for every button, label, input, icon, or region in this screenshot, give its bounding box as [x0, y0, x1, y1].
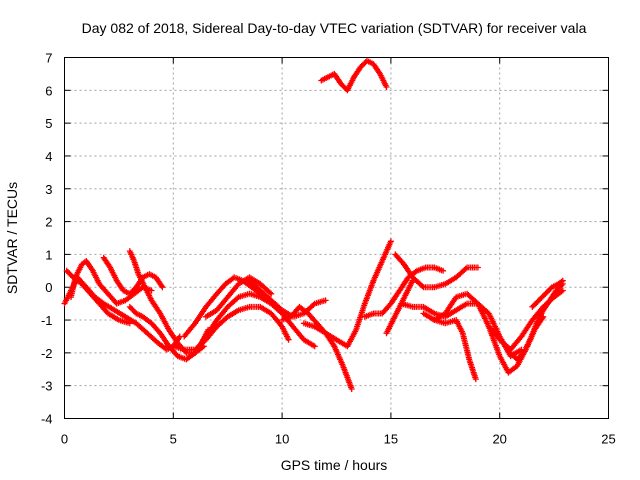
y-tick-label: 4	[45, 149, 52, 164]
data-series-arc-13	[318, 57, 390, 94]
data-series-arc-11	[246, 277, 329, 320]
data-series-arc-12	[279, 303, 355, 392]
y-tick-label: -4	[41, 412, 53, 427]
x-tick-label: 0	[61, 432, 68, 447]
x-tick-label: 20	[492, 432, 506, 447]
plot-frame	[64, 57, 609, 419]
marker-trail	[529, 277, 566, 310]
y-axis-title: SDTVAR / TECUs	[4, 182, 20, 294]
marker-trail	[392, 251, 481, 291]
x-tick-label: 15	[384, 432, 398, 447]
y-tick-label: 7	[45, 51, 52, 66]
x-tick-label: 10	[275, 432, 289, 447]
y-tick-label: 5	[45, 116, 52, 131]
data-series-arc-10	[202, 274, 275, 320]
x-tick-label: 25	[601, 432, 615, 447]
marker-trail	[246, 277, 329, 320]
data-series-arc-5	[126, 248, 207, 356]
data-series-arc-14	[300, 238, 394, 350]
data-series-arc-8	[181, 274, 272, 340]
x-axis-title: GPS time / hours	[281, 457, 388, 473]
marker-trail	[279, 303, 355, 392]
marker-trail	[202, 274, 275, 320]
data-series-arc-20	[431, 290, 547, 376]
data-series-arc-3	[68, 258, 155, 307]
marker-trail	[126, 248, 207, 356]
y-tick-label: 3	[45, 182, 52, 197]
marker-trail	[192, 290, 318, 356]
data-series-arc-9	[192, 290, 318, 356]
marker-trail	[300, 238, 394, 350]
y-tick-label: 1	[45, 247, 52, 262]
data-markers	[61, 57, 566, 392]
y-tick-label: -1	[41, 313, 53, 328]
data-series-arc-19	[420, 310, 479, 383]
data-series-arc-22	[507, 280, 566, 363]
marker-trail	[507, 280, 566, 363]
y-tick-label: 0	[45, 280, 52, 295]
marker-trail	[68, 258, 155, 307]
grid	[64, 57, 609, 419]
marker-trail	[431, 290, 547, 376]
data-series-arc-23	[529, 277, 566, 310]
marker-trail	[318, 57, 390, 94]
x-tick-label: 5	[170, 432, 177, 447]
y-tick-label: 2	[45, 215, 52, 230]
y-tick-label: -3	[41, 379, 53, 394]
axis-ticks: 0 5 10 15 20 25 -4 -3 -2 -1 0 1 2 3 4 5 6 7	[41, 51, 616, 447]
data-series-arc-17	[392, 251, 481, 291]
marker-trail	[420, 310, 479, 383]
marker-trail	[181, 274, 272, 340]
y-tick-label: -2	[41, 346, 53, 361]
chart-title: Day 082 of 2018, Sidereal Day-to-day VTE…	[82, 20, 587, 36]
y-tick-label: 6	[45, 83, 52, 98]
